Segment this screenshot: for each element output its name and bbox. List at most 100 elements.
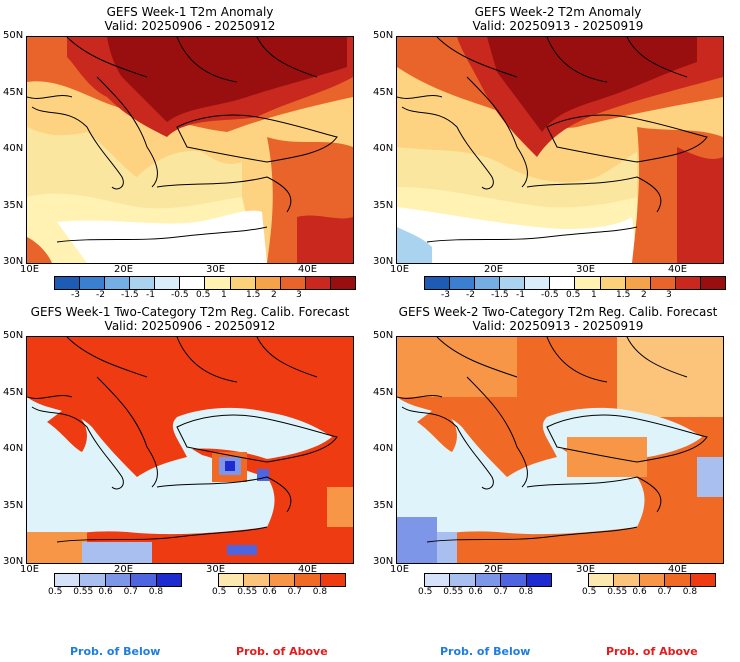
anomaly-tick: 1	[221, 290, 227, 300]
panel1-title: GEFS Week-1 T2m Anomaly	[106, 5, 274, 19]
anomaly-swatch	[305, 277, 331, 289]
lat-label-45-d: 45N	[373, 387, 394, 398]
anomaly-tick: -2	[96, 290, 105, 300]
anomaly-swatch	[575, 277, 601, 289]
anomaly-swatch	[700, 277, 725, 289]
lat-label-30-d: 30N	[373, 556, 394, 567]
lon-label-20-b: 20E	[484, 264, 504, 275]
anomaly-swatch	[675, 277, 701, 289]
anomaly-swatch	[500, 277, 526, 289]
panel4-title: GEFS Week-2 Two-Category T2m Reg. Calib.…	[398, 305, 718, 319]
lon-label-20: 20E	[114, 264, 134, 275]
anomaly-tick: -1	[146, 290, 155, 300]
lon-label-30-d: 30E	[576, 564, 596, 575]
lat-label-40-c: 40N	[3, 443, 24, 454]
lat-label-45-c: 45N	[3, 387, 24, 398]
anomaly-swatch	[205, 277, 231, 289]
prob-below-swatch	[131, 574, 157, 586]
anomaly-swatch	[625, 277, 651, 289]
lat-label-40: 40N	[3, 143, 24, 154]
anomaly-swatch	[550, 277, 576, 289]
prob-below-tick: 0.5	[48, 587, 63, 597]
panel3-valid: Valid: 20250906 - 20250912	[104, 319, 276, 333]
prob-above-swatch	[639, 574, 666, 586]
lon-label-10-c: 10E	[20, 564, 40, 575]
prob-below-tick: 0.6	[98, 587, 113, 597]
anomaly-tick: -1.5	[121, 290, 139, 300]
prob-below-swatch	[526, 574, 552, 586]
prob-below-label-week2: Prob. of Below	[440, 645, 531, 658]
anomaly-tick: -0.5	[541, 290, 559, 300]
prob-below-swatch	[55, 574, 81, 586]
prob-above-label-week2: Prob. of Above	[606, 645, 698, 658]
prob-below-swatch	[425, 574, 451, 586]
lat-label-30-c: 30N	[3, 556, 24, 567]
prob-below-tick: 0.55	[443, 587, 464, 597]
anomaly-swatch	[450, 277, 476, 289]
prob-above-swatch	[665, 574, 691, 586]
lon-label-40: 40E	[298, 264, 318, 275]
anomaly-swatch	[230, 277, 256, 289]
lon-label-30-b: 30E	[576, 264, 596, 275]
prob-below-colorbar-week1	[54, 573, 182, 587]
anomaly-colorbar-week1	[54, 276, 356, 290]
prob-below-swatch	[80, 574, 106, 586]
prob-above-swatch	[269, 574, 296, 586]
anomaly-swatch	[280, 277, 306, 289]
prob-below-tick: 0.55	[73, 587, 94, 597]
prob-map-week1	[26, 336, 354, 564]
prob-below-colorbar-week2	[424, 573, 552, 587]
prob-above-tick: 0.55	[607, 587, 628, 597]
anomaly-tick: -0.5	[171, 290, 189, 300]
anomaly-swatch	[600, 277, 626, 289]
prob-above-tick: 0.55	[237, 587, 258, 597]
anomaly-tick: -3	[71, 290, 80, 300]
prob-below-tick: 0.6	[468, 587, 483, 597]
anomaly-tick: 0.5	[196, 290, 211, 300]
anomaly-swatch	[475, 277, 501, 289]
anomaly-map-week2	[396, 36, 724, 264]
prob-below-swatch	[475, 574, 502, 586]
anomaly-swatch	[155, 277, 181, 289]
prob-above-tick: 0.7	[287, 587, 302, 597]
prob-above-label-week1: Prob. of Above	[236, 645, 328, 658]
lat-label-40-b: 40N	[373, 143, 394, 154]
anomaly-swatch	[425, 277, 451, 289]
anomaly-tick: 2	[641, 290, 647, 300]
prob-above-swatch	[614, 574, 640, 586]
lat-label-35: 35N	[3, 200, 24, 211]
prob-above-tick: 0.5	[212, 587, 227, 597]
prob-map-week2	[396, 336, 724, 564]
anomaly-map-week1	[26, 36, 354, 264]
lon-label-10: 10E	[20, 264, 40, 275]
prob-below-swatch	[450, 574, 476, 586]
lat-label-35-b: 35N	[373, 200, 394, 211]
prob-below-tick: 0.8	[148, 587, 164, 597]
lon-label-30-c: 30E	[206, 564, 226, 575]
prob-above-colorbar-week2	[588, 573, 716, 587]
anomaly-swatch	[650, 277, 676, 289]
anomaly-tick: 3	[296, 290, 302, 300]
lat-label-50: 50N	[3, 30, 24, 41]
panel4-valid: Valid: 20250913 - 20250919	[472, 319, 644, 333]
panel2-valid: Valid: 20250913 - 20250919	[472, 19, 644, 33]
anomaly-tick: 3	[666, 290, 672, 300]
anomaly-tick: 1.5	[616, 290, 631, 300]
lat-label-40-d: 40N	[373, 443, 394, 454]
anomaly-swatch	[180, 277, 206, 289]
anomaly-swatch	[255, 277, 281, 289]
panel1-valid: Valid: 20250906 - 20250912	[104, 19, 276, 33]
anomaly-swatch	[130, 277, 156, 289]
prob-above-swatch	[690, 574, 716, 586]
lon-label-10-d: 10E	[390, 564, 410, 575]
lon-label-40-c: 40E	[298, 564, 318, 575]
lat-label-50-d: 50N	[373, 330, 394, 341]
lat-label-30-b: 30N	[373, 256, 394, 267]
lon-label-20-d: 20E	[484, 564, 504, 575]
anomaly-swatch	[525, 277, 551, 289]
prob-above-tick: 0.6	[632, 587, 647, 597]
prob-below-tick: 0.7	[493, 587, 508, 597]
lon-label-30: 30E	[206, 264, 226, 275]
anomaly-tick: 2	[271, 290, 277, 300]
anomaly-tick: -1	[516, 290, 525, 300]
